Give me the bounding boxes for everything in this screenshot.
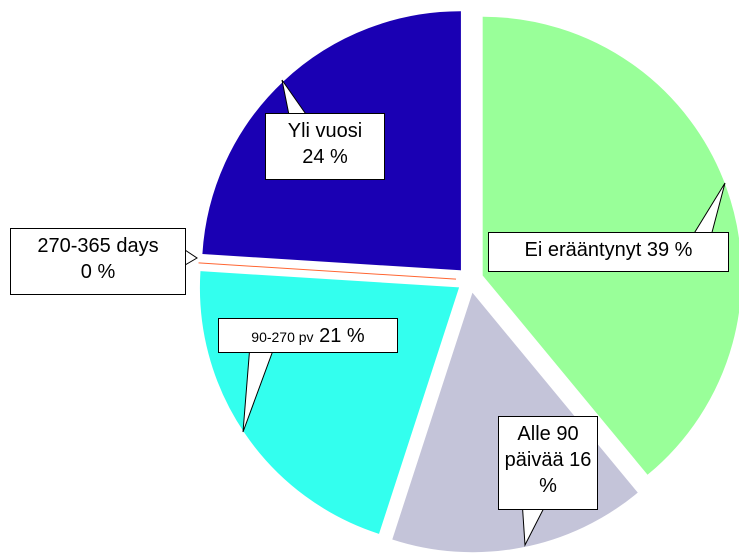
slices xyxy=(198,11,739,553)
label-box: 90-270 pv 21 % xyxy=(218,318,398,353)
callout-pointers xyxy=(184,79,726,547)
value-label: 0 % xyxy=(80,261,116,283)
label-box: 270-365 days 0 % xyxy=(10,228,186,295)
category-label: 270-365 days xyxy=(37,235,159,257)
category-label: Ei erääntynyt xyxy=(524,239,642,261)
label-box: Yli vuosi 24 % xyxy=(265,113,385,180)
value-label: 16 % xyxy=(539,449,592,497)
category-label: 90-270 pv xyxy=(251,329,314,345)
category-label: Yli vuosi xyxy=(287,120,363,142)
callout-pointer xyxy=(184,249,198,266)
value-label: 24 % xyxy=(302,146,348,168)
value-label: 21 % xyxy=(319,325,365,347)
value-label: 39 % xyxy=(646,239,693,261)
label-box: Alle 90 päivää 16 % xyxy=(498,416,598,510)
category-label: Alle 90 päivää xyxy=(504,423,579,471)
pie-slice xyxy=(198,262,457,280)
label-box: Ei erääntynyt 39 % xyxy=(488,232,729,272)
